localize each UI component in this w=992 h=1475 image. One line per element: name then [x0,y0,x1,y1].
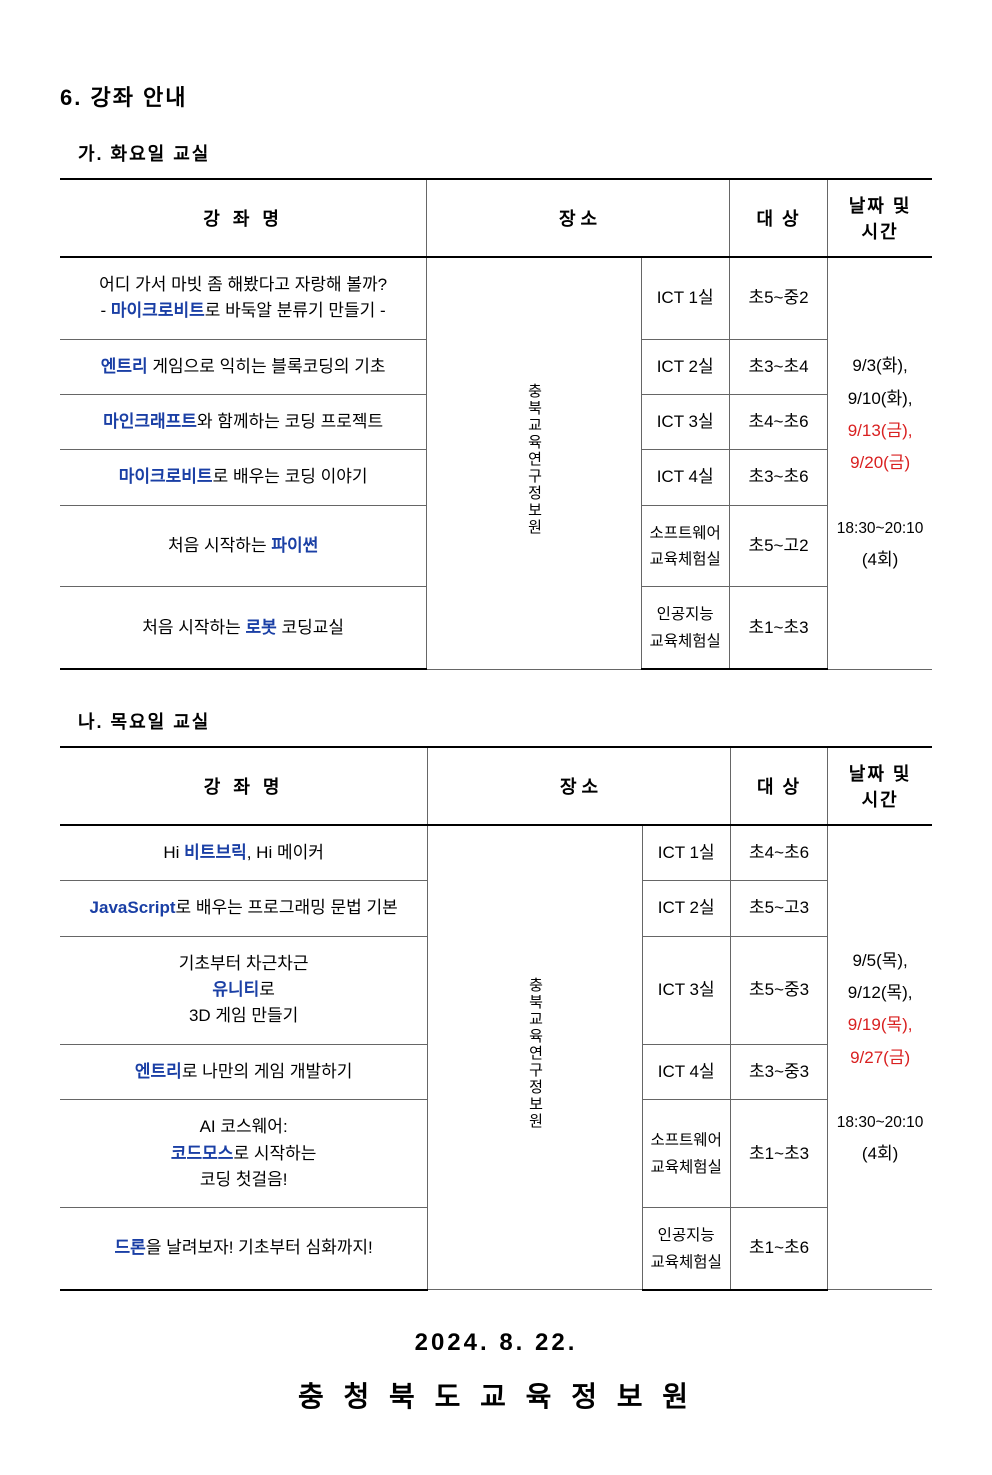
course-name: AI 코스웨어: 코드모스로 시작하는코딩 첫걸음! [60,1100,428,1208]
target-cell: 초5~고3 [730,881,827,936]
course-name: 마이크로비트로 배우는 코딩 이야기 [60,450,427,505]
th-target: 대 상 [729,179,827,257]
schedule-cell: 9/3(화),9/10(화),9/13(금),9/20(금)18:30~20:1… [828,257,932,669]
tuesday-table: 강 좌 명 장 소 대 상 날짜 및시간 어디 가서 마빗 좀 해봤다고 자랑해… [60,178,932,670]
target-cell: 초4~초6 [730,825,827,881]
course-name: Hi 비트브릭, Hi 메이커 [60,825,428,881]
footer-date: 2024. 8. 22. [60,1329,932,1357]
table-row: 어디 가서 마빗 좀 해봤다고 자랑해 볼까?- 마이크로비트로 바둑알 분류기… [60,257,932,339]
room-cell: ICT 4실 [641,450,729,505]
room-cell: ICT 1실 [642,825,730,881]
room-cell: 인공지능교육체험실 [641,587,729,669]
course-name: 엔트리 게임으로 익히는 블록코딩의 기초 [60,339,427,394]
th-schedule: 날짜 및시간 [828,747,932,825]
course-name: 처음 시작하는 파이썬 [60,505,427,587]
target-cell: 초5~중2 [729,257,827,339]
table-row: Hi 비트브릭, Hi 메이커충북교육연구정보원ICT 1실초4~초69/5(목… [60,825,932,881]
course-name: JavaScript로 배우는 프로그래밍 문법 기본 [60,881,428,936]
course-name: 처음 시작하는 로봇 코딩교실 [60,587,427,669]
room-cell: 소프트웨어교육체험실 [641,505,729,587]
target-cell: 초1~초3 [730,1100,827,1208]
target-cell: 초5~고2 [729,505,827,587]
th-course: 강 좌 명 [60,179,427,257]
course-name: 엔트리로 나만의 게임 개발하기 [60,1044,428,1099]
target-cell: 초1~초3 [729,587,827,669]
thursday-table: 강 좌 명 장 소 대 상 날짜 및시간 Hi 비트브릭, Hi 메이커충북교육… [60,746,932,1291]
target-cell: 초5~중3 [730,936,827,1044]
target-cell: 초3~중3 [730,1044,827,1099]
table-header-row: 강 좌 명 장 소 대 상 날짜 및시간 [60,179,932,257]
target-cell: 초3~초4 [729,339,827,394]
schedule-cell: 9/5(목),9/12(목),9/19(목),9/27(금)18:30~20:1… [828,825,932,1290]
target-cell: 초3~초6 [729,450,827,505]
room-cell: ICT 3실 [641,395,729,450]
location-building: 충북교육연구정보원 [428,825,642,1290]
section-title: 6. 강좌 안내 [60,80,932,112]
room-cell: 인공지능교육체험실 [642,1208,730,1290]
course-name: 마인크래프트와 함께하는 코딩 프로젝트 [60,395,427,450]
room-cell: ICT 4실 [642,1044,730,1099]
room-cell: ICT 2실 [642,881,730,936]
course-name: 드론을 날려보자! 기초부터 심화까지! [60,1208,428,1290]
th-course: 강 좌 명 [60,747,428,825]
target-cell: 초1~초6 [730,1208,827,1290]
location-building: 충북교육연구정보원 [427,257,641,669]
th-place: 장 소 [428,747,731,825]
target-cell: 초4~초6 [729,395,827,450]
th-place: 장 소 [427,179,730,257]
course-name: 어디 가서 마빗 좀 해봤다고 자랑해 볼까?- 마이크로비트로 바둑알 분류기… [60,257,427,339]
table-header-row: 강 좌 명 장 소 대 상 날짜 및시간 [60,747,932,825]
subsection-a-title: 가. 화요일 교실 [78,140,932,166]
room-cell: ICT 3실 [642,936,730,1044]
room-cell: ICT 2실 [641,339,729,394]
subsection-b-title: 나. 목요일 교실 [78,708,932,734]
course-name: 기초부터 차근차근 유니티로3D 게임 만들기 [60,936,428,1044]
footer-organization: 충 청 북 도 교 육 정 보 원 [60,1375,932,1415]
room-cell: ICT 1실 [641,257,729,339]
room-cell: 소프트웨어교육체험실 [642,1100,730,1208]
th-schedule: 날짜 및시간 [828,179,932,257]
th-target: 대 상 [730,747,827,825]
